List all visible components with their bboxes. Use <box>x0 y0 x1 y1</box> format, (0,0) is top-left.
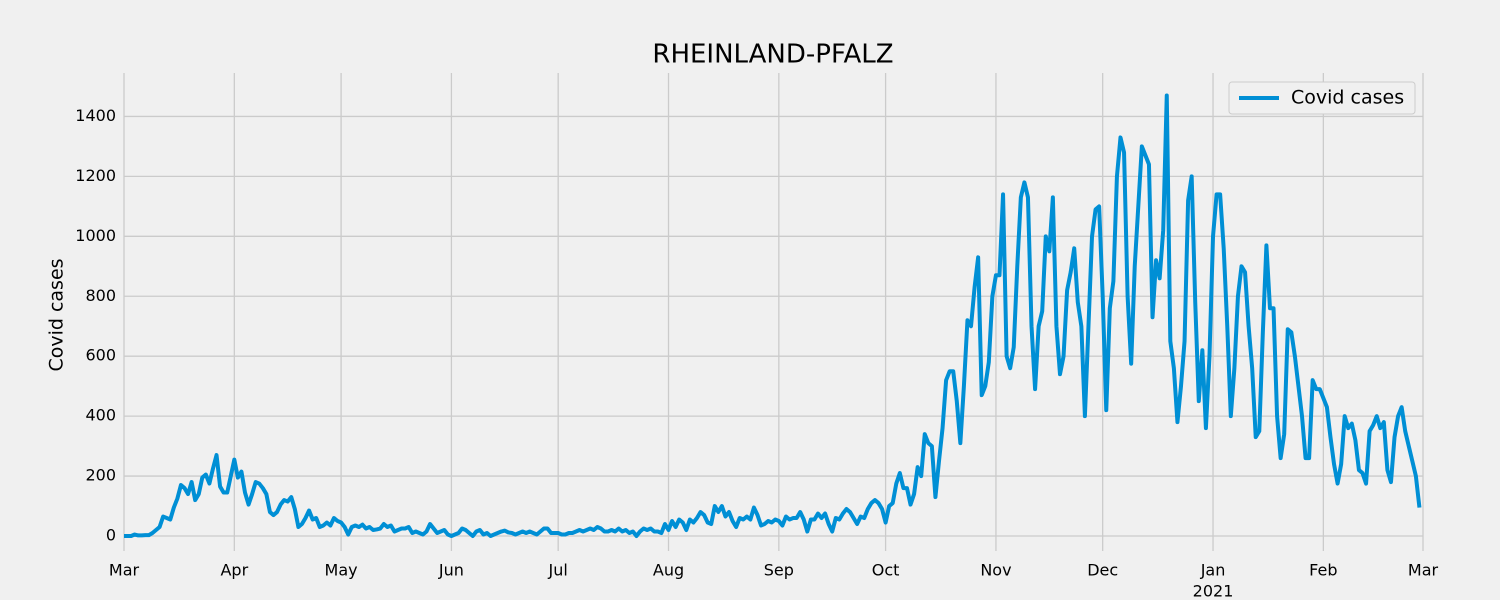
y-tick-label: 400 <box>85 406 116 425</box>
y-tick-label: 1200 <box>75 166 116 185</box>
x-tick-label: Feb <box>1309 561 1337 580</box>
x-tick-label: Apr <box>220 561 248 580</box>
x-tick-label: Jul <box>548 561 568 580</box>
x-tick-label: Aug <box>653 561 684 580</box>
legend: Covid cases <box>1228 81 1416 115</box>
y-axis-label: Covid cases <box>46 258 68 371</box>
x-tick-label: Jun <box>438 561 464 580</box>
y-tick-label: 600 <box>85 346 116 365</box>
y-tick-label: 0 <box>106 526 116 545</box>
x-tick-label: Mar <box>109 561 140 580</box>
x-tick-label: Mar <box>1408 561 1439 580</box>
x-tick-label: Jan <box>1200 561 1226 580</box>
chart-title: RHEINLAND-PFALZ <box>652 40 893 70</box>
x-tick-label: Nov <box>980 561 1011 580</box>
data-line <box>124 93 1422 539</box>
x-tick-label: Oct <box>872 561 900 580</box>
legend-box <box>1228 81 1416 115</box>
x-tick-label: Dec <box>1087 561 1118 580</box>
y-tick-label: 1000 <box>75 226 116 245</box>
legend-label: Covid cases <box>1291 87 1404 109</box>
x-tick-label: May <box>325 561 358 580</box>
y-tick-label: 1400 <box>75 106 116 125</box>
x-year-label: 2021 <box>1193 582 1234 600</box>
y-tick-label: 800 <box>85 286 116 305</box>
x-tick-label: Sep <box>764 561 794 580</box>
y-tick-label: 200 <box>85 466 116 485</box>
